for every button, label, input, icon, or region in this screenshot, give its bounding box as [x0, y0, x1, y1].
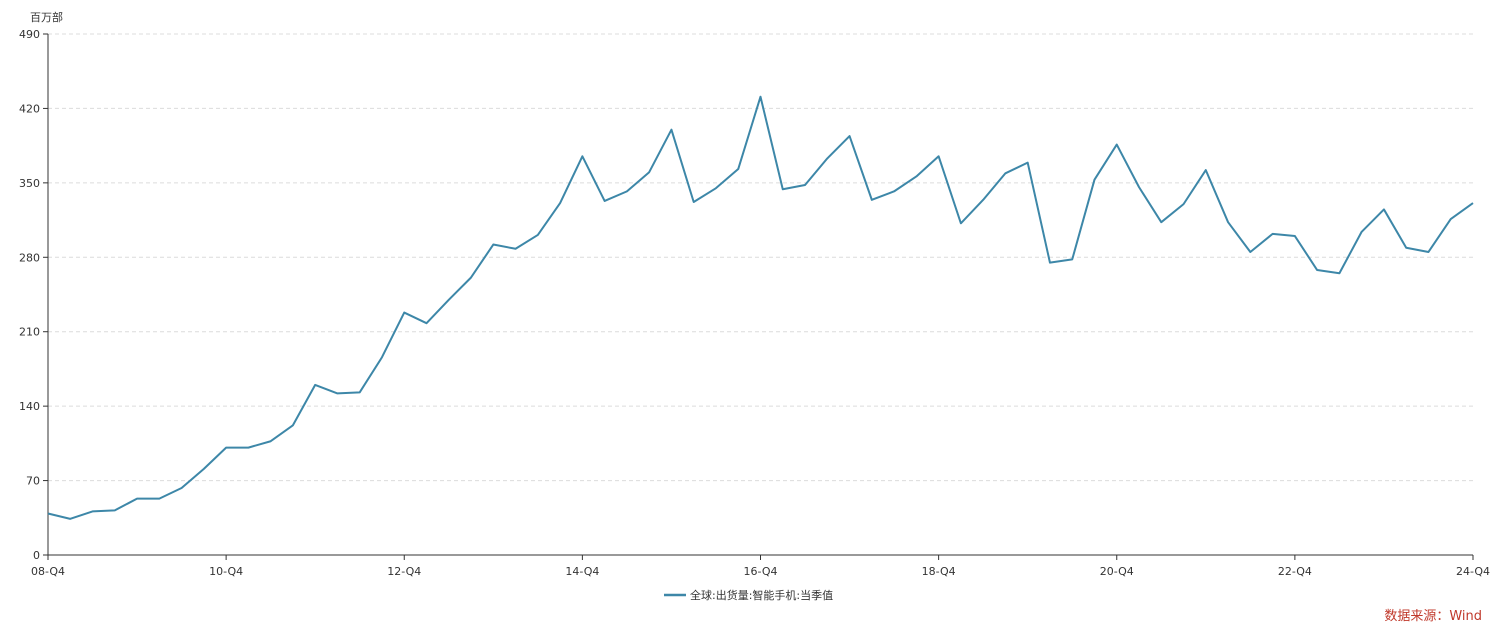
legend-label: 全球:出货量:智能手机:当季值: [690, 588, 833, 602]
x-tick-label: 12-Q4: [387, 565, 421, 578]
x-axis: 08-Q4 10-Q4 12-Q4 14-Q4 16-Q4 18-Q4 20-Q4 22-Q4…: [31, 554, 1490, 578]
y-tick-label: 350: [19, 177, 40, 190]
y-tick-label: 420: [19, 102, 40, 115]
y-tick-label: 280: [19, 251, 40, 264]
x-tick-label: 24-Q4: [1456, 565, 1490, 578]
x-tick-label: 08-Q4: [31, 565, 65, 578]
x-tick-label: 20-Q4: [1100, 565, 1134, 578]
series-line[interactable]: [47, 95, 1474, 520]
y-axis-unit-label: 百万部: [30, 10, 63, 24]
source-label: 数据来源：Wind: [1384, 609, 1482, 624]
y-tick-label: 140: [19, 400, 40, 413]
series-layer: [47, 95, 1474, 520]
y-tick-label: 490: [19, 28, 40, 41]
legend[interactable]: 全球:出货量:智能手机:当季值: [664, 588, 833, 602]
x-tick-label: 16-Q4: [743, 565, 777, 578]
x-tick-label: 14-Q4: [565, 565, 599, 578]
x-tick-label: 18-Q4: [922, 565, 956, 578]
x-tick-label: 22-Q4: [1278, 565, 1312, 578]
y-tick-label: 0: [33, 549, 40, 562]
y-tick-label: 70: [26, 475, 40, 488]
x-tick-label: 10-Q4: [209, 565, 243, 578]
y-tick-label: 210: [19, 326, 40, 339]
y-axis: 0 70 140 210 280 350 420 490: [19, 28, 49, 562]
